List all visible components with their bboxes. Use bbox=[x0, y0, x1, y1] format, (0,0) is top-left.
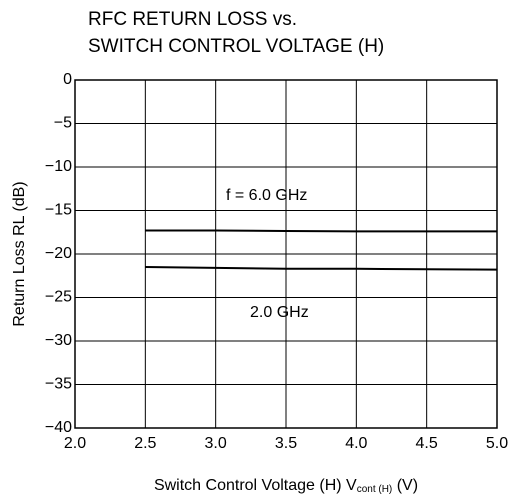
y-axis-label: Return Loss RL (dB) bbox=[11, 181, 28, 326]
x-axis-label-text: Switch Control Voltage (H) V bbox=[154, 477, 357, 494]
y-tick-label: −30 bbox=[45, 332, 72, 349]
x-tick-label: 2.5 bbox=[134, 435, 156, 452]
x-tick-label: 3.0 bbox=[205, 435, 227, 452]
x-axis-label-unit: (V) bbox=[392, 477, 418, 494]
chart-title: RFC RETURN LOSS vs. bbox=[88, 9, 297, 30]
x-axis-label-sub: cont (H) bbox=[357, 484, 393, 495]
x-tick-label: 3.5 bbox=[275, 435, 297, 452]
y-tick-label: −15 bbox=[45, 202, 72, 219]
y-tick-label: 0 bbox=[63, 71, 72, 88]
y-tick-label: −35 bbox=[45, 376, 72, 393]
series-line bbox=[145, 266, 498, 271]
series-label: f = 6.0 GHz bbox=[226, 187, 307, 204]
x-tick-label: 5.0 bbox=[486, 435, 508, 452]
x-axis-label: Switch Control Voltage (H) Vcont (H) (V) bbox=[154, 477, 418, 494]
y-tick-label: −25 bbox=[45, 289, 72, 306]
y-tick-label: −10 bbox=[45, 158, 72, 175]
series-line bbox=[145, 229, 497, 233]
y-tick-label: −5 bbox=[54, 115, 72, 132]
x-tick-label: 4.5 bbox=[416, 435, 438, 452]
series-label: 2.0 GHz bbox=[250, 304, 309, 321]
chart-title: SWITCH CONTROL VOLTAGE (H) bbox=[88, 36, 384, 57]
y-tick-label: −20 bbox=[45, 245, 72, 262]
x-tick-label: 4.0 bbox=[345, 435, 367, 452]
y-tick-label: −40 bbox=[45, 419, 72, 436]
plot-frame bbox=[74, 79, 498, 429]
x-tick-label: 2.0 bbox=[64, 435, 86, 452]
